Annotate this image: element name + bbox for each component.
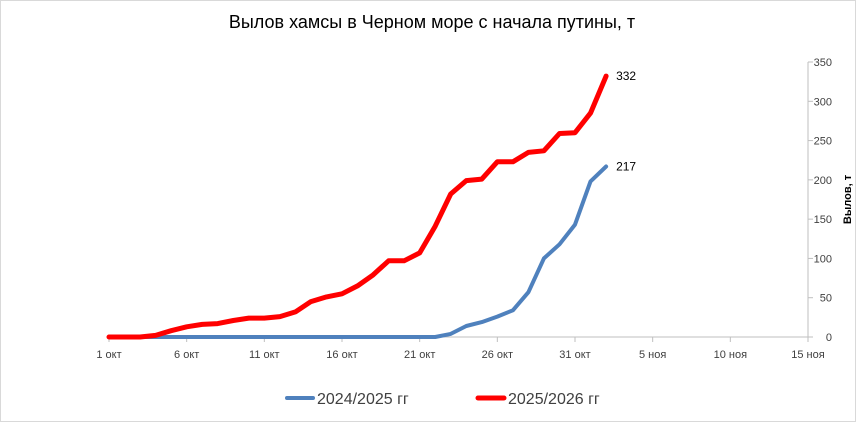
legend-label: 2025/2026 гг xyxy=(508,391,600,408)
x-tick-label: 11 окт xyxy=(249,349,280,361)
legend-label: 2024/2025 гг xyxy=(317,391,409,408)
axes: 1 окт 6 окт 11 окт 16 окт 21 окт 26 окт 31 окт… xyxy=(96,57,854,361)
x-tick-label: 21 окт xyxy=(404,349,435,361)
x-tick-label: 10 ноя xyxy=(714,349,747,361)
x-tick-label: 31 окт xyxy=(559,349,590,361)
x-tick-label: 6 окт xyxy=(174,349,199,361)
x-tick-label: 1 окт xyxy=(96,349,121,361)
y-tick-label: 200 xyxy=(814,175,832,187)
data-label: 217 xyxy=(616,160,636,174)
x-tick-label: 5 ноя xyxy=(639,349,666,361)
y-tick-label: 100 xyxy=(814,253,832,265)
y-tick-label: 0 xyxy=(826,332,832,344)
series-line xyxy=(107,164,609,339)
y-tick-label: 350 xyxy=(814,57,832,69)
y-tick-label: 50 xyxy=(820,293,832,305)
series-line xyxy=(106,73,609,340)
data-label: 332 xyxy=(616,69,636,83)
legend: 2024/2025 гг 2025/2026 гг xyxy=(285,391,600,408)
y-tick-label: 300 xyxy=(814,96,832,108)
series-layer: 217 332 xyxy=(106,69,636,340)
x-tick-label: 16 окт xyxy=(326,349,357,361)
y-tick-label: 150 xyxy=(814,214,832,226)
x-tick-label: 15 ноя xyxy=(791,349,824,361)
y-axis-title: Вылов, т xyxy=(842,174,854,224)
chart-title: Вылов хамсы в Черном море с начала путин… xyxy=(229,12,635,32)
x-tick-label: 26 окт xyxy=(482,349,513,361)
y-tick-label: 250 xyxy=(814,136,832,148)
